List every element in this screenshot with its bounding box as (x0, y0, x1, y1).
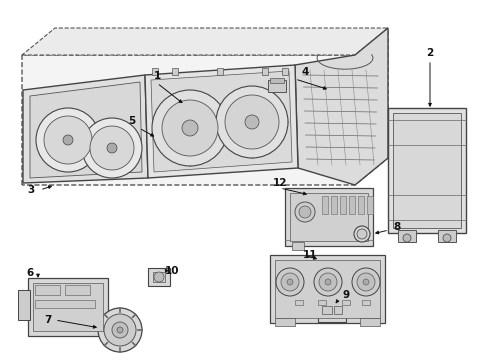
Bar (318, 300, 326, 305)
Polygon shape (145, 65, 298, 178)
Polygon shape (23, 75, 148, 183)
Bar (362, 300, 370, 305)
Circle shape (354, 226, 370, 242)
Text: 11: 11 (303, 250, 317, 260)
Circle shape (319, 273, 337, 291)
Circle shape (216, 86, 288, 158)
Bar (342, 300, 350, 305)
Circle shape (245, 115, 259, 129)
Polygon shape (151, 71, 292, 172)
Circle shape (63, 135, 73, 145)
Text: 2: 2 (426, 48, 434, 58)
Polygon shape (22, 28, 388, 55)
Circle shape (112, 322, 128, 338)
Circle shape (352, 268, 380, 296)
Bar (262, 68, 268, 75)
Bar (322, 306, 332, 314)
Text: 6: 6 (26, 268, 34, 278)
Bar (334, 306, 342, 314)
Bar (331, 196, 337, 214)
Text: 7: 7 (44, 315, 51, 325)
Bar (358, 196, 364, 214)
Circle shape (225, 95, 279, 149)
Text: 1: 1 (153, 71, 161, 81)
Bar (282, 68, 288, 75)
Bar (367, 196, 373, 214)
Circle shape (162, 100, 218, 156)
Bar (275, 318, 295, 326)
Circle shape (36, 108, 100, 172)
Bar (28, 278, 108, 336)
Polygon shape (22, 28, 388, 185)
Bar (285, 188, 373, 246)
Circle shape (314, 268, 342, 296)
Text: 10: 10 (165, 266, 179, 276)
Bar (148, 268, 170, 286)
Bar (322, 196, 328, 214)
Polygon shape (30, 82, 142, 178)
Bar (152, 68, 158, 75)
Circle shape (117, 327, 123, 333)
Bar (33, 283, 103, 331)
Text: 4: 4 (301, 67, 309, 77)
Circle shape (104, 314, 136, 346)
Circle shape (363, 279, 369, 285)
Bar (318, 302, 346, 322)
Circle shape (295, 202, 315, 222)
Circle shape (357, 273, 375, 291)
Circle shape (182, 120, 198, 136)
Bar (217, 68, 223, 75)
Bar (35, 300, 95, 308)
Circle shape (357, 229, 367, 239)
Bar (270, 78, 284, 83)
Bar (268, 80, 286, 92)
Text: 8: 8 (393, 222, 401, 232)
Bar (292, 242, 304, 250)
Text: 12: 12 (273, 178, 287, 188)
Bar (153, 272, 165, 282)
Circle shape (152, 90, 228, 166)
Circle shape (107, 143, 117, 153)
Circle shape (299, 206, 311, 218)
Circle shape (44, 116, 92, 164)
Circle shape (98, 308, 142, 352)
Circle shape (287, 279, 293, 285)
Circle shape (403, 234, 411, 242)
Bar (438, 230, 456, 242)
Bar (393, 113, 461, 228)
Circle shape (325, 279, 331, 285)
Text: 9: 9 (343, 290, 349, 300)
Bar (172, 68, 178, 75)
Bar (388, 108, 466, 233)
Bar (349, 196, 355, 214)
Bar (18, 290, 30, 320)
Bar (65, 285, 90, 295)
Polygon shape (295, 28, 388, 185)
Bar (290, 193, 368, 241)
Circle shape (154, 272, 164, 282)
Bar (360, 318, 380, 326)
Circle shape (443, 234, 451, 242)
Text: 3: 3 (27, 185, 35, 195)
Text: 5: 5 (128, 116, 136, 126)
Circle shape (90, 126, 134, 170)
Bar (295, 300, 303, 305)
Circle shape (82, 118, 142, 178)
Bar (340, 196, 346, 214)
Bar (398, 230, 416, 242)
Bar (275, 260, 380, 318)
Bar (35, 285, 60, 295)
Bar (270, 255, 385, 323)
Circle shape (276, 268, 304, 296)
Circle shape (281, 273, 299, 291)
